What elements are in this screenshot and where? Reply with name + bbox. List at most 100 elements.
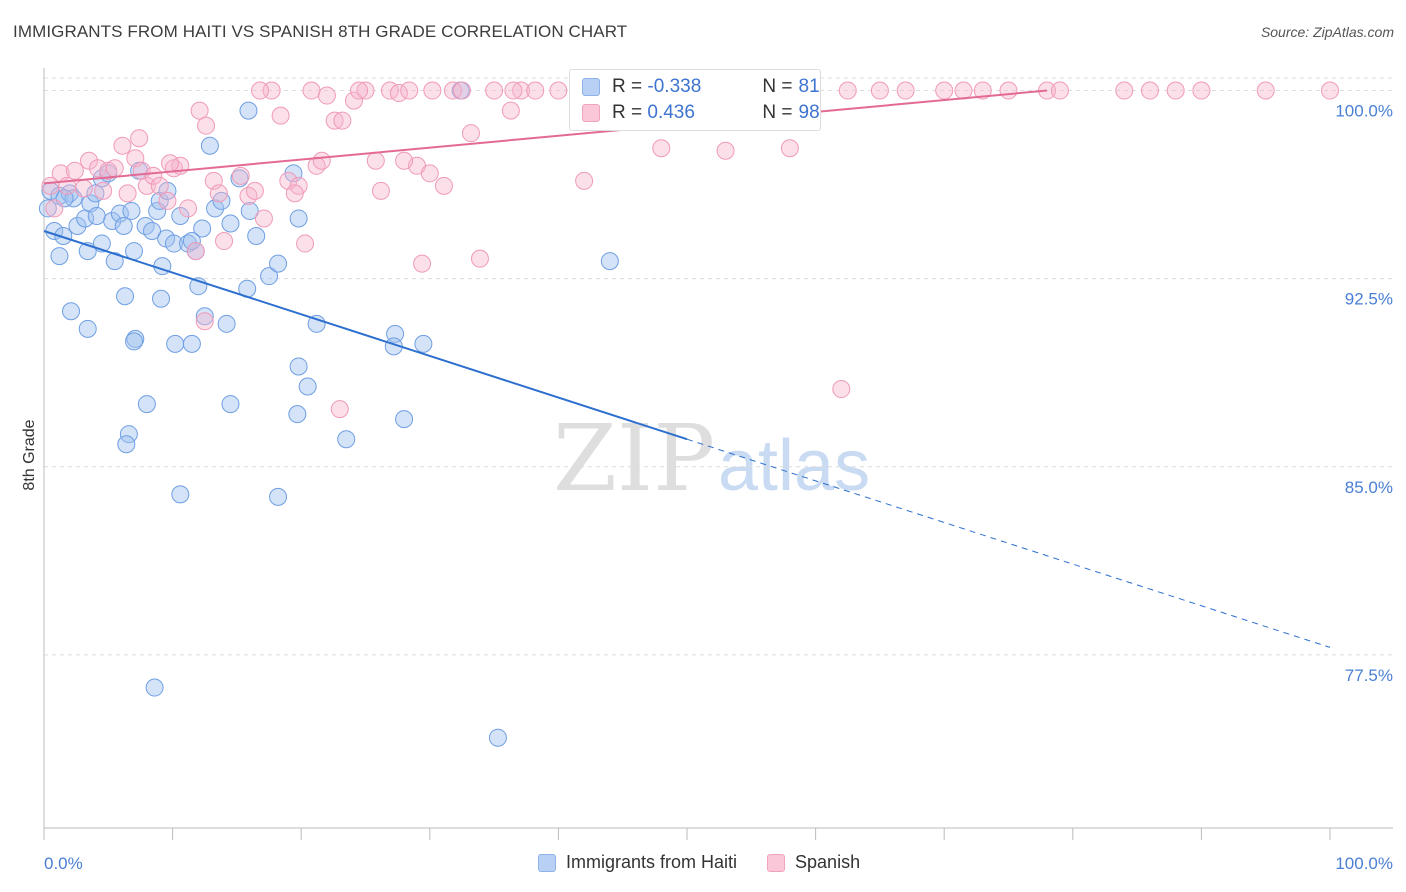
spanish-point [144, 166, 163, 185]
spanish-point [302, 81, 321, 100]
x-tick-label: 100.0% [1335, 854, 1393, 873]
haiti-point [307, 314, 326, 333]
spanish-point [366, 151, 385, 170]
haiti-point [62, 302, 81, 321]
haiti-point [105, 252, 124, 271]
legend-n-label: N = [762, 102, 793, 123]
haiti-point [269, 487, 288, 506]
legend-swatch-blue [582, 78, 600, 96]
spanish-point [1140, 81, 1159, 100]
spanish-point [197, 116, 216, 135]
legend-row-haiti: R = -0.338 N = 81 [582, 75, 820, 99]
spanish-point [716, 141, 735, 160]
legend-n-value: 98 [798, 102, 820, 123]
haiti-point [200, 136, 219, 155]
spanish-point [161, 154, 180, 173]
legend-item-spanish: Spanish [767, 852, 860, 873]
spanish-point [285, 184, 304, 203]
haiti-point [166, 334, 185, 353]
haiti-point [289, 209, 308, 228]
spanish-point [118, 184, 137, 203]
haiti-point [171, 206, 190, 225]
spanish-point [954, 81, 973, 100]
spanish-point [74, 179, 93, 198]
spanish-point [186, 242, 205, 261]
spanish-point [526, 81, 545, 100]
spanish-point [780, 139, 799, 158]
spanish-point [254, 209, 273, 228]
spanish-point [501, 101, 520, 120]
spanish-point [443, 81, 462, 100]
spanish-point [344, 91, 363, 110]
legend-n-label: N = [762, 76, 793, 97]
legend-swatch-pink [582, 104, 600, 122]
watermark-atlas: atlas [718, 426, 870, 506]
legend-r-value: -0.338 [647, 76, 702, 97]
y-axis-label: 8th Grade [21, 419, 38, 490]
haiti-point [193, 219, 212, 238]
spanish-point [105, 159, 124, 178]
haiti-point [125, 332, 144, 351]
spanish-point [832, 380, 851, 399]
spanish-point [94, 181, 113, 200]
spanish-point [251, 81, 270, 100]
haiti-point [38, 199, 57, 218]
haiti-point [152, 289, 171, 308]
haiti-point [488, 728, 507, 747]
spanish-point [158, 191, 177, 210]
spanish-point [1050, 81, 1069, 100]
spanish-point [512, 81, 531, 100]
spanish-point [400, 81, 419, 100]
haiti-point [103, 211, 122, 230]
haiti-point [269, 254, 288, 273]
haiti-point [50, 247, 69, 266]
spanish-point [452, 81, 471, 100]
spanish-point [423, 81, 442, 100]
y-tick-label: 92.5% [1345, 290, 1393, 309]
spanish-trend-line [43, 89, 1048, 185]
spanish-point [1115, 81, 1134, 100]
haiti-point [395, 410, 414, 429]
spanish-point [65, 161, 84, 180]
haiti-point [164, 234, 183, 253]
spanish-point [461, 124, 480, 143]
legend-item-haiti: Immigrants from Haiti [538, 852, 737, 873]
haiti-point [195, 307, 214, 326]
spanish-point [350, 81, 369, 100]
haiti-point [143, 222, 162, 241]
haiti-point [337, 430, 356, 449]
haiti-point [182, 334, 201, 353]
y-tick-label: 77.5% [1345, 666, 1393, 685]
legend-swatch-blue [538, 853, 556, 872]
haiti-point [298, 377, 317, 396]
spanish-point [179, 199, 198, 218]
haiti-point [240, 201, 259, 220]
haiti-point [221, 214, 240, 233]
haiti-point [221, 395, 240, 414]
chart-title: IMMIGRANTS FROM HAITI VS SPANISH 8TH GRA… [13, 22, 628, 41]
haiti-point [122, 201, 141, 220]
spanish-point [420, 164, 439, 183]
spanish-point [215, 232, 234, 251]
haiti-point [145, 678, 164, 697]
legend-r-label: R = [612, 76, 643, 97]
haiti-point [117, 435, 136, 454]
spanish-point [45, 199, 64, 218]
haiti-point [68, 216, 87, 235]
spanish-point [1166, 81, 1185, 100]
spanish-point [838, 81, 857, 100]
spanish-point [973, 81, 992, 100]
spanish-point [113, 136, 132, 155]
spanish-point [485, 81, 504, 100]
haiti-point [78, 319, 97, 338]
legend-r-value: 0.436 [647, 102, 695, 123]
spanish-point [80, 151, 99, 170]
haiti-point [260, 267, 279, 286]
haiti-point [114, 216, 133, 235]
spanish-point [195, 312, 214, 331]
spanish-point [395, 151, 414, 170]
spanish-point [231, 166, 250, 185]
spanish-point [413, 254, 432, 273]
spanish-point [137, 176, 156, 195]
